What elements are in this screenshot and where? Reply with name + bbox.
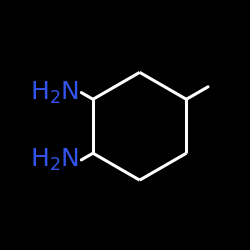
Text: H$_2$N: H$_2$N [30,147,80,173]
Text: H$_2$N: H$_2$N [30,80,80,106]
